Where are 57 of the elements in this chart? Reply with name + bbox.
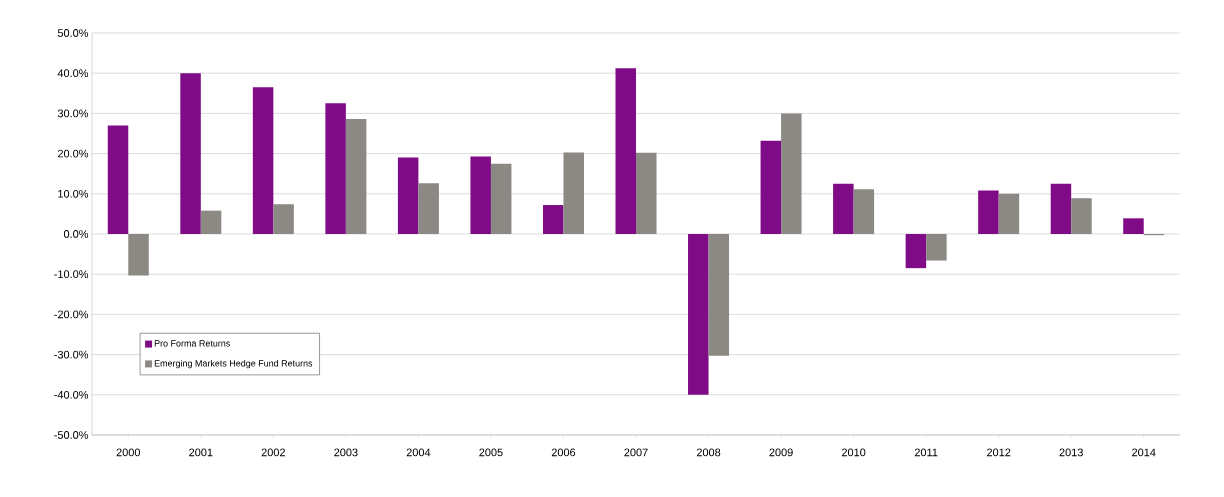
x-tick-label: 2004 — [406, 448, 431, 457]
y-tick-label: -30.0% — [54, 350, 89, 359]
x-tick-label: 2000 — [116, 448, 141, 457]
y-tick-label: 20.0% — [57, 149, 89, 158]
bar — [418, 183, 439, 234]
x-tick-label: 2003 — [334, 448, 358, 457]
bar — [107, 125, 129, 234]
bar — [397, 157, 419, 234]
x-tick-label: 2013 — [1059, 448, 1083, 457]
bar — [998, 193, 1020, 234]
x-tick-label: 2006 — [551, 448, 576, 457]
x-tick-label: 2011 — [914, 448, 938, 457]
bar — [563, 152, 584, 234]
bar — [978, 190, 999, 234]
bar — [905, 233, 927, 269]
bar — [128, 233, 149, 276]
bar — [200, 210, 222, 234]
legend-label: Emerging Markets Hedge Fund Returns — [154, 359, 313, 369]
bar — [781, 113, 802, 234]
bar — [345, 119, 367, 234]
x-tick-label: 2005 — [479, 448, 503, 457]
bar — [490, 163, 512, 234]
y-tick-label: 10.0% — [58, 189, 89, 198]
x-tick-label: 2008 — [696, 448, 721, 457]
bar — [470, 156, 491, 234]
x-tick-label: 2012 — [987, 448, 1011, 457]
y-tick-label: -50.0% — [54, 431, 89, 439]
bar — [615, 68, 636, 234]
bar — [853, 189, 875, 234]
y-tick-label: -40.0% — [54, 390, 89, 399]
bar — [542, 205, 564, 234]
bar — [252, 87, 274, 234]
bar — [325, 103, 346, 234]
y-tick-label: -20.0% — [54, 310, 89, 319]
x-tick-label: 2010 — [841, 448, 866, 457]
bar — [273, 204, 294, 234]
y-tick-label: 40.0% — [57, 69, 89, 78]
bar — [1050, 183, 1072, 234]
y-tick-label: 30.0% — [57, 109, 89, 118]
x-tick-label: 2001 — [189, 448, 213, 457]
bar — [688, 233, 709, 395]
x-tick-label: 2002 — [261, 448, 285, 457]
bar — [180, 73, 201, 234]
bar — [1123, 218, 1144, 234]
bar — [926, 233, 947, 261]
y-tick-label: -10.0% — [54, 270, 89, 279]
bar — [708, 233, 730, 356]
x-tick-label: 2007 — [624, 448, 648, 457]
bar — [1071, 198, 1092, 234]
bar — [636, 152, 657, 234]
x-tick-label: 2009 — [769, 448, 793, 457]
legend-label: Pro Forma Returns — [154, 340, 230, 347]
bar — [760, 140, 782, 234]
x-tick-label: 2014 — [1132, 448, 1156, 457]
bar — [833, 183, 854, 234]
y-tick-label: 0.0% — [63, 230, 89, 238]
y-tick-label: 50.0% — [57, 29, 89, 37]
